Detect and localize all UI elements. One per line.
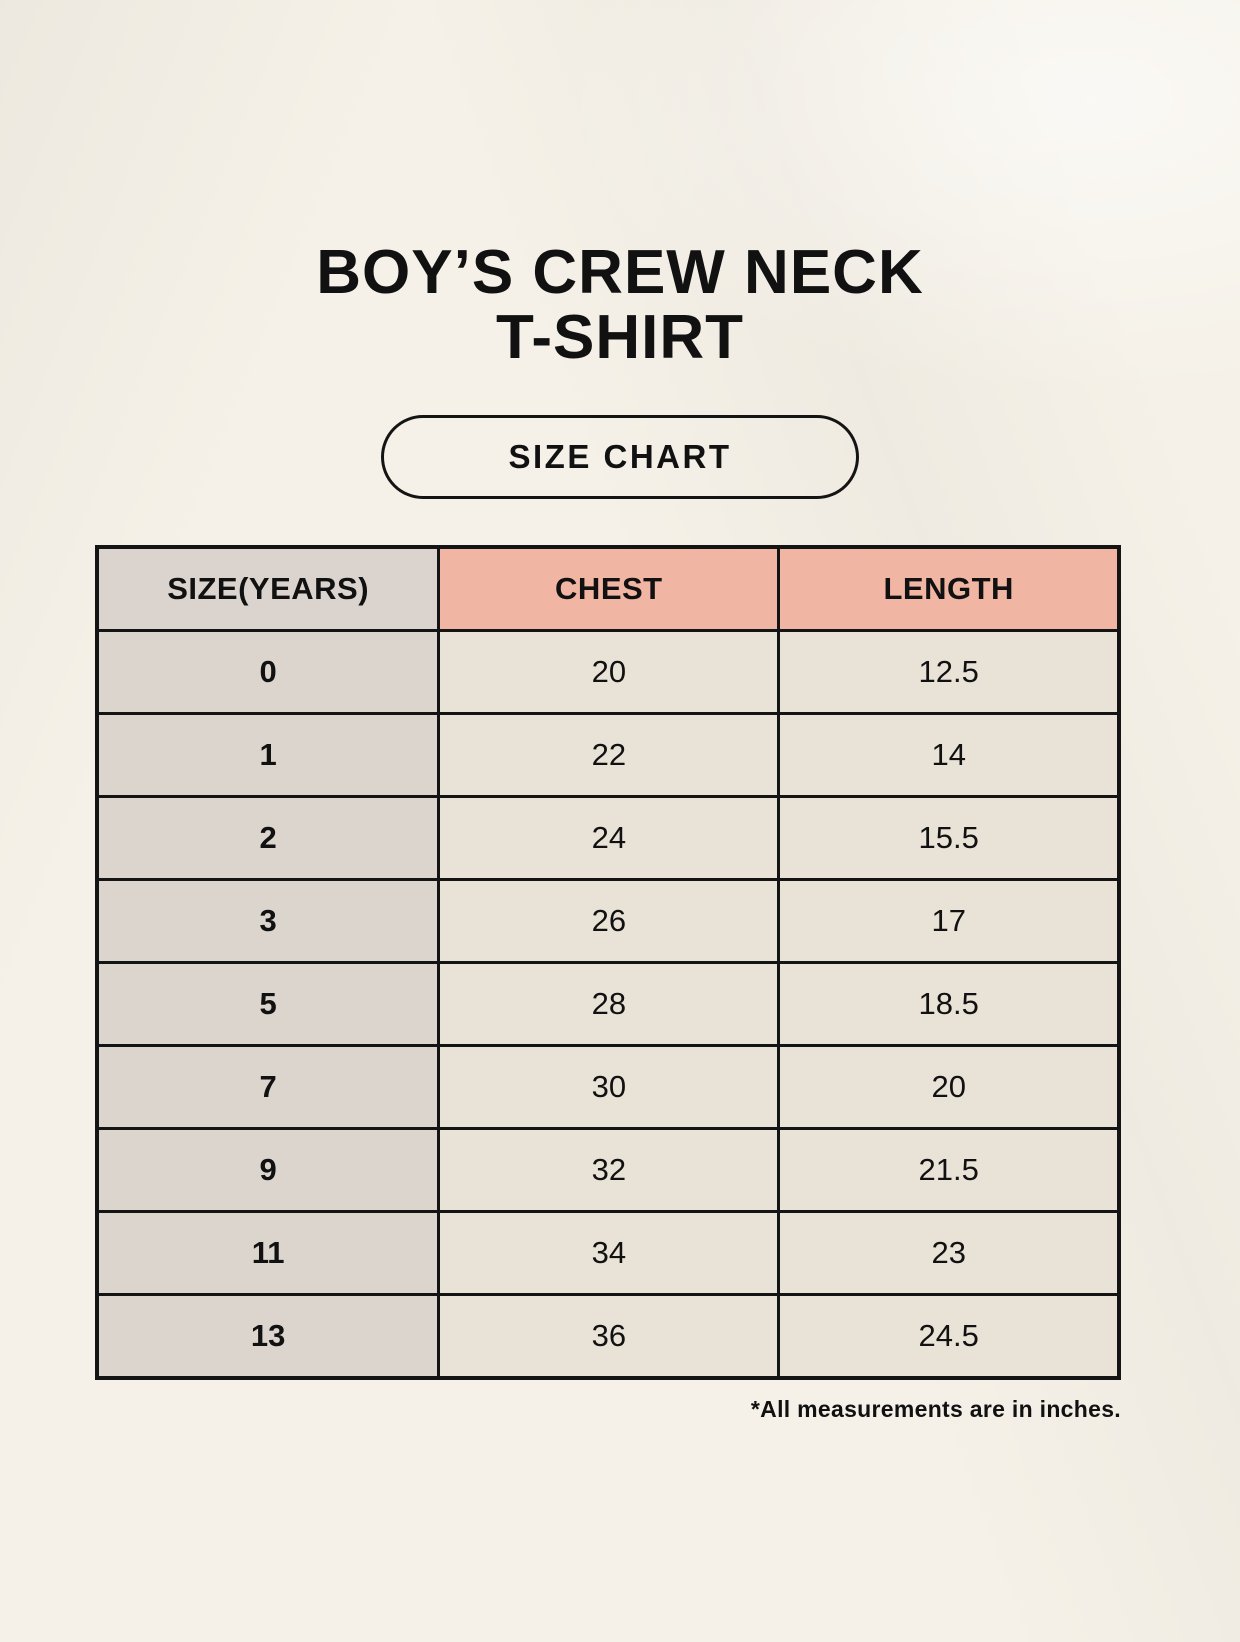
size-table: SIZE(YEARS) CHEST LENGTH 0 20 12.5 1 22 14 2 24… [95,544,1121,1380]
table-row: 13 36 24.5 [95,1292,1121,1380]
chest-cell: 36 [437,1292,781,1380]
table-row: 11 34 23 [95,1209,1121,1296]
size-chart-badge: SIZE CHART [381,414,859,499]
size-table-head: SIZE(YEARS) CHEST LENGTH [95,545,1121,632]
size-cell: 2 [95,794,441,881]
measurements-footnote: *All measurements are in inches. [750,1395,1121,1422]
chest-cell: 20 [437,628,781,715]
length-cell: 15.5 [777,794,1121,881]
table-row: 0 20 12.5 [95,628,1121,715]
column-header-chest: CHEST [437,545,781,632]
size-cell: 7 [95,1043,441,1130]
chest-cell: 34 [437,1209,781,1296]
table-row: 2 24 15.5 [95,794,1121,881]
length-cell: 17 [777,877,1121,964]
size-cell: 11 [95,1209,441,1296]
chest-cell: 28 [437,960,781,1047]
size-table-container: SIZE(YEARS) CHEST LENGTH 0 20 12.5 1 22 14 2 24… [95,544,1121,1380]
length-cell: 14 [777,711,1121,798]
chest-cell: 24 [437,794,781,881]
title-line-2: T-SHIRT [495,303,745,373]
header-row: SIZE(YEARS) CHEST LENGTH [95,545,1121,632]
length-cell: 21.5 [777,1126,1121,1213]
table-row: 1 22 14 [95,711,1121,798]
length-cell: 20 [777,1043,1121,1130]
chest-cell: 26 [437,877,781,964]
table-row: 9 32 21.5 [95,1126,1121,1213]
chest-cell: 32 [437,1126,781,1213]
column-header-length: LENGTH [777,545,1121,632]
table-row: 7 30 20 [95,1043,1121,1130]
length-cell: 12.5 [777,628,1121,715]
size-cell: 1 [95,711,441,798]
size-table-body: 0 20 12.5 1 22 14 2 24 15.5 3 26 17 5 28 18.5 7 30 20 9 32 2… [95,628,1121,1380]
size-chart-badge-label: SIZE CHART [508,437,732,475]
title-line-1: BOY’S CREW NECK [316,237,924,307]
page-title: BOY’S CREW NECK T-SHIRT [0,42,1240,371]
size-cell: 5 [95,960,441,1047]
column-header-size-years: SIZE(YEARS) [95,545,441,632]
size-cell: 13 [95,1292,441,1380]
size-cell: 9 [95,1126,441,1213]
table-row: 3 26 17 [95,877,1121,964]
size-cell: 3 [95,877,441,964]
length-cell: 23 [777,1209,1121,1296]
chest-cell: 22 [437,711,781,798]
page-root: BOY’S CREW NECK T-SHIRT SIZE CHART SIZE(… [0,42,1240,1642]
length-cell: 18.5 [777,960,1121,1047]
chest-cell: 30 [437,1043,781,1130]
length-cell: 24.5 [777,1292,1121,1380]
table-row: 5 28 18.5 [95,960,1121,1047]
size-cell: 0 [95,628,441,715]
